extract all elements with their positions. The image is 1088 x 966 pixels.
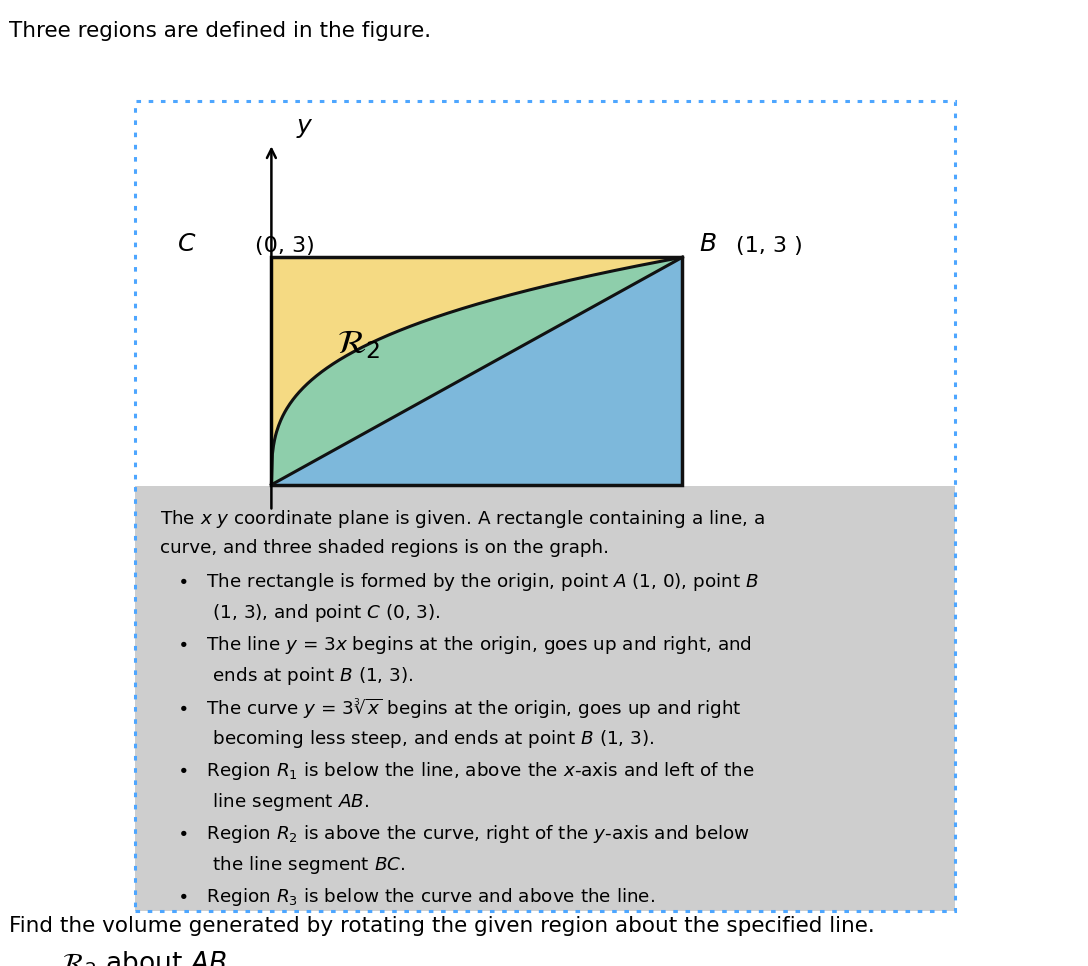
Text: (0, 3): (0, 3) (255, 236, 314, 256)
Text: ends at point $B$ (1, 3).: ends at point $B$ (1, 3). (160, 666, 413, 688)
Polygon shape (271, 257, 682, 485)
Bar (271, 257, 682, 485)
Text: $y$: $y$ (296, 116, 313, 140)
Text: (1, 3 ): (1, 3 ) (735, 236, 803, 256)
Text: Find the volume generated by rotating the given region about the specified line.: Find the volume generated by rotating th… (9, 916, 875, 936)
Text: becoming less steep, and ends at point $B$ (1, 3).: becoming less steep, and ends at point $… (160, 728, 654, 751)
Text: the line segment $BC$.: the line segment $BC$. (160, 854, 405, 876)
Text: $\bullet$   The rectangle is formed by the origin, point $A$ (1, 0), point $B$: $\bullet$ The rectangle is formed by the… (160, 571, 758, 593)
Text: (1, 3), and point $C$ (0, 3).: (1, 3), and point $C$ (0, 3). (160, 603, 441, 624)
Polygon shape (271, 257, 682, 485)
Text: Three regions are defined in the figure.: Three regions are defined in the figure. (9, 21, 431, 41)
Text: $\bullet$   Region $R_2$ is above the curve, right of the $y$-axis and below: $\bullet$ Region $R_2$ is above the curv… (160, 823, 750, 845)
Text: line segment $AB$.: line segment $AB$. (160, 791, 369, 813)
Text: curve, and three shaded regions is on the graph.: curve, and three shaded regions is on th… (160, 539, 609, 557)
Text: $\bullet$   Region $R_3$ is below the curve and above the line.: $\bullet$ Region $R_3$ is below the curv… (160, 886, 655, 908)
Text: $\mathcal{R}_2$: $\mathcal{R}_2$ (337, 328, 381, 361)
Text: $B$: $B$ (698, 233, 717, 256)
Text: $\bullet$   Region $R_1$ is below the line, above the $x$-axis and left of the: $\bullet$ Region $R_1$ is below the line… (160, 760, 754, 781)
Text: $C$: $C$ (177, 233, 196, 256)
Polygon shape (271, 257, 682, 485)
Bar (135, 486, 955, 911)
Text: $\mathcal{R}_2$ about $AB$: $\mathcal{R}_2$ about $AB$ (62, 949, 226, 966)
Bar (135, 101, 955, 911)
Text: $\bullet$   The curve $y$ = $3\sqrt[3]{x}$ begins at the origin, goes up and rig: $\bullet$ The curve $y$ = $3\sqrt[3]{x}$… (160, 696, 741, 721)
Text: The $x$ $y$ coordinate plane is given. A rectangle containing a line, a: The $x$ $y$ coordinate plane is given. A… (160, 508, 765, 530)
Text: $\bullet$   The line $y$ = 3$x$ begins at the origin, goes up and right, and: $\bullet$ The line $y$ = 3$x$ begins at … (160, 634, 752, 656)
